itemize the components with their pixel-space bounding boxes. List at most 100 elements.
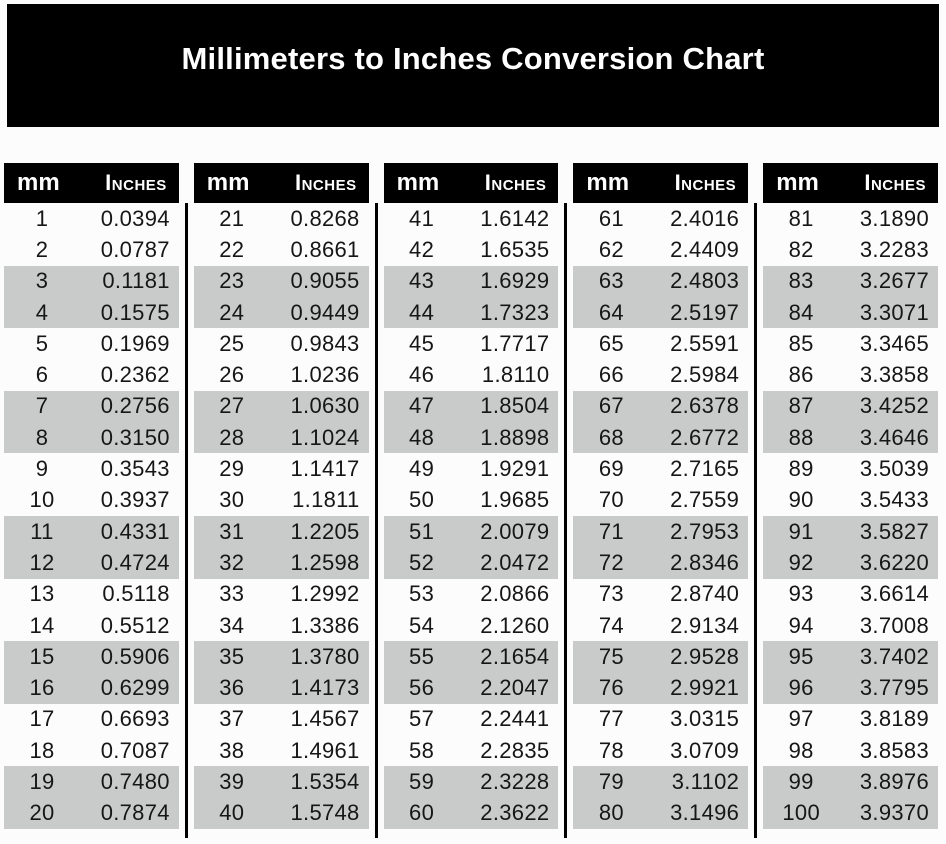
mm-value: 86 xyxy=(788,362,814,388)
table-row: 56 2.2047 xyxy=(383,672,559,704)
mm-value: 46 xyxy=(409,362,435,388)
table-row: 73 2.8740 xyxy=(573,579,748,610)
table-row: 92 3.6220 xyxy=(763,547,938,579)
table-row: 2 0.0787 xyxy=(4,234,179,265)
inches-value: 2.7559 xyxy=(670,487,740,513)
mm-value: 26 xyxy=(219,362,245,388)
inches-value: 3.6220 xyxy=(859,549,929,575)
mm-value: 17 xyxy=(29,706,55,732)
mm-value: 93 xyxy=(788,581,814,607)
table-row: 21 0.8268 xyxy=(194,203,369,234)
mm-value: 19 xyxy=(29,768,55,794)
inches-value: 1.6535 xyxy=(480,236,550,262)
mm-value: 65 xyxy=(598,330,624,356)
inches-value: 0.8268 xyxy=(290,205,360,231)
mm-value: 88 xyxy=(788,424,814,450)
mm-value: 45 xyxy=(409,330,435,356)
inches-value: 1.0630 xyxy=(290,393,360,419)
inches-value: 0.6693 xyxy=(100,706,170,732)
inches-value: 3.5039 xyxy=(859,456,929,482)
inches-value: 2.4409 xyxy=(670,236,740,262)
mm-value: 4 xyxy=(35,299,49,325)
mm-value: 64 xyxy=(598,299,624,325)
table-row: 6 0.2362 xyxy=(4,359,179,390)
table-row: 61 2.4016 xyxy=(573,203,748,234)
inches-value: 3.3071 xyxy=(859,299,929,325)
table-row: 25 0.9843 xyxy=(194,328,369,359)
mm-value: 80 xyxy=(598,800,624,826)
chart-banner: Millimeters to Inches Conversion Chart xyxy=(7,4,939,127)
table-row: 96 3.7795 xyxy=(763,672,938,704)
table-row: 75 2.9528 xyxy=(573,641,749,673)
mm-value: 29 xyxy=(219,456,245,482)
inches-value: 2.3622 xyxy=(480,800,550,826)
table-row: 87 3.4252 xyxy=(763,390,938,423)
mm-value: 98 xyxy=(788,737,814,763)
inches-value: 0.0787 xyxy=(100,236,170,262)
inches-value: 0.6299 xyxy=(100,675,170,701)
table-row: 12 0.4724 xyxy=(4,547,179,579)
table-row: 3 0.1181 xyxy=(4,265,179,297)
conversion-table-block: mm Inches 21 0.8268 22 0.8661 23 0.9055 24 0.94… xyxy=(193,163,369,829)
mm-value: 22 xyxy=(219,236,245,262)
mm-value: 71 xyxy=(598,518,624,544)
table-row: 58 2.2835 xyxy=(384,735,559,766)
table-row: 51 2.0079 xyxy=(383,515,559,548)
mm-value: 84 xyxy=(788,299,814,325)
conversion-table-block: mm Inches 41 1.6142 42 1.6535 43 1.6929 44 1.73… xyxy=(383,163,559,829)
inches-value: 1.6142 xyxy=(480,205,550,231)
mm-value: 82 xyxy=(788,236,814,262)
table-rows: 41 1.6142 42 1.6535 43 1.6929 44 1.7323 45 1.7717… xyxy=(383,203,559,829)
inches-value: 0.2362 xyxy=(100,362,170,388)
mm-column-header: mm xyxy=(776,169,819,196)
inches-value: 2.2441 xyxy=(480,706,550,732)
table-row: 14 0.5512 xyxy=(4,610,179,641)
mm-value: 67 xyxy=(598,393,624,419)
mm-value: 5 xyxy=(35,330,49,356)
table-header-row: mm Inches xyxy=(763,163,938,203)
mm-value: 13 xyxy=(29,581,55,607)
inches-value: 2.5591 xyxy=(670,330,740,356)
table-row: 23 0.9055 xyxy=(193,265,369,297)
inches-value: 1.8504 xyxy=(480,393,550,419)
inches-value: 0.1575 xyxy=(100,299,170,325)
table-row: 89 3.5039 xyxy=(763,453,938,484)
table-rows: 81 3.1890 82 3.2283 83 3.2677 84 3.3071 85 3.3465… xyxy=(763,203,938,829)
inches-value: 0.1969 xyxy=(100,330,170,356)
table-row: 80 3.1496 xyxy=(573,797,749,829)
table-row: 10 0.3937 xyxy=(4,485,179,516)
table-row: 39 1.5354 xyxy=(193,766,369,798)
mm-value: 7 xyxy=(35,393,49,419)
mm-value: 39 xyxy=(219,768,245,794)
table-row: 24 0.9449 xyxy=(193,296,369,329)
inches-value: 0.7087 xyxy=(100,737,170,763)
inches-value: 0.5118 xyxy=(102,581,170,607)
mm-value: 92 xyxy=(788,549,814,575)
inches-value: 1.4567 xyxy=(290,706,360,732)
inches-value: 1.7717 xyxy=(480,330,550,356)
inches-value: 0.8661 xyxy=(290,236,360,262)
table-row: 59 2.3228 xyxy=(383,766,559,798)
mm-value: 83 xyxy=(788,268,814,294)
table-row: 33 1.2992 xyxy=(194,579,369,610)
table-row: 77 3.0315 xyxy=(573,704,748,735)
mm-value: 99 xyxy=(788,768,814,794)
mm-value: 35 xyxy=(219,643,245,669)
table-row: 48 1.8898 xyxy=(383,422,559,454)
inches-value: 0.9843 xyxy=(290,330,360,356)
table-row: 43 1.6929 xyxy=(383,265,559,297)
table-row: 52 2.0472 xyxy=(383,547,559,579)
table-row: 13 0.5118 xyxy=(4,579,179,610)
mm-value: 40 xyxy=(219,800,245,826)
inches-value: 3.1496 xyxy=(670,800,740,826)
mm-column-header: mm xyxy=(206,169,250,196)
mm-value: 76 xyxy=(598,675,624,701)
table-row: 76 2.9921 xyxy=(573,672,749,704)
table-row: 49 1.9291 xyxy=(384,453,559,484)
table-row: 66 2.5984 xyxy=(573,359,748,390)
table-row: 20 0.7874 xyxy=(4,797,179,829)
mm-value: 10 xyxy=(29,487,55,513)
table-row: 27 1.0630 xyxy=(193,390,369,423)
mm-value: 2 xyxy=(35,236,49,262)
mm-value: 42 xyxy=(409,236,435,262)
